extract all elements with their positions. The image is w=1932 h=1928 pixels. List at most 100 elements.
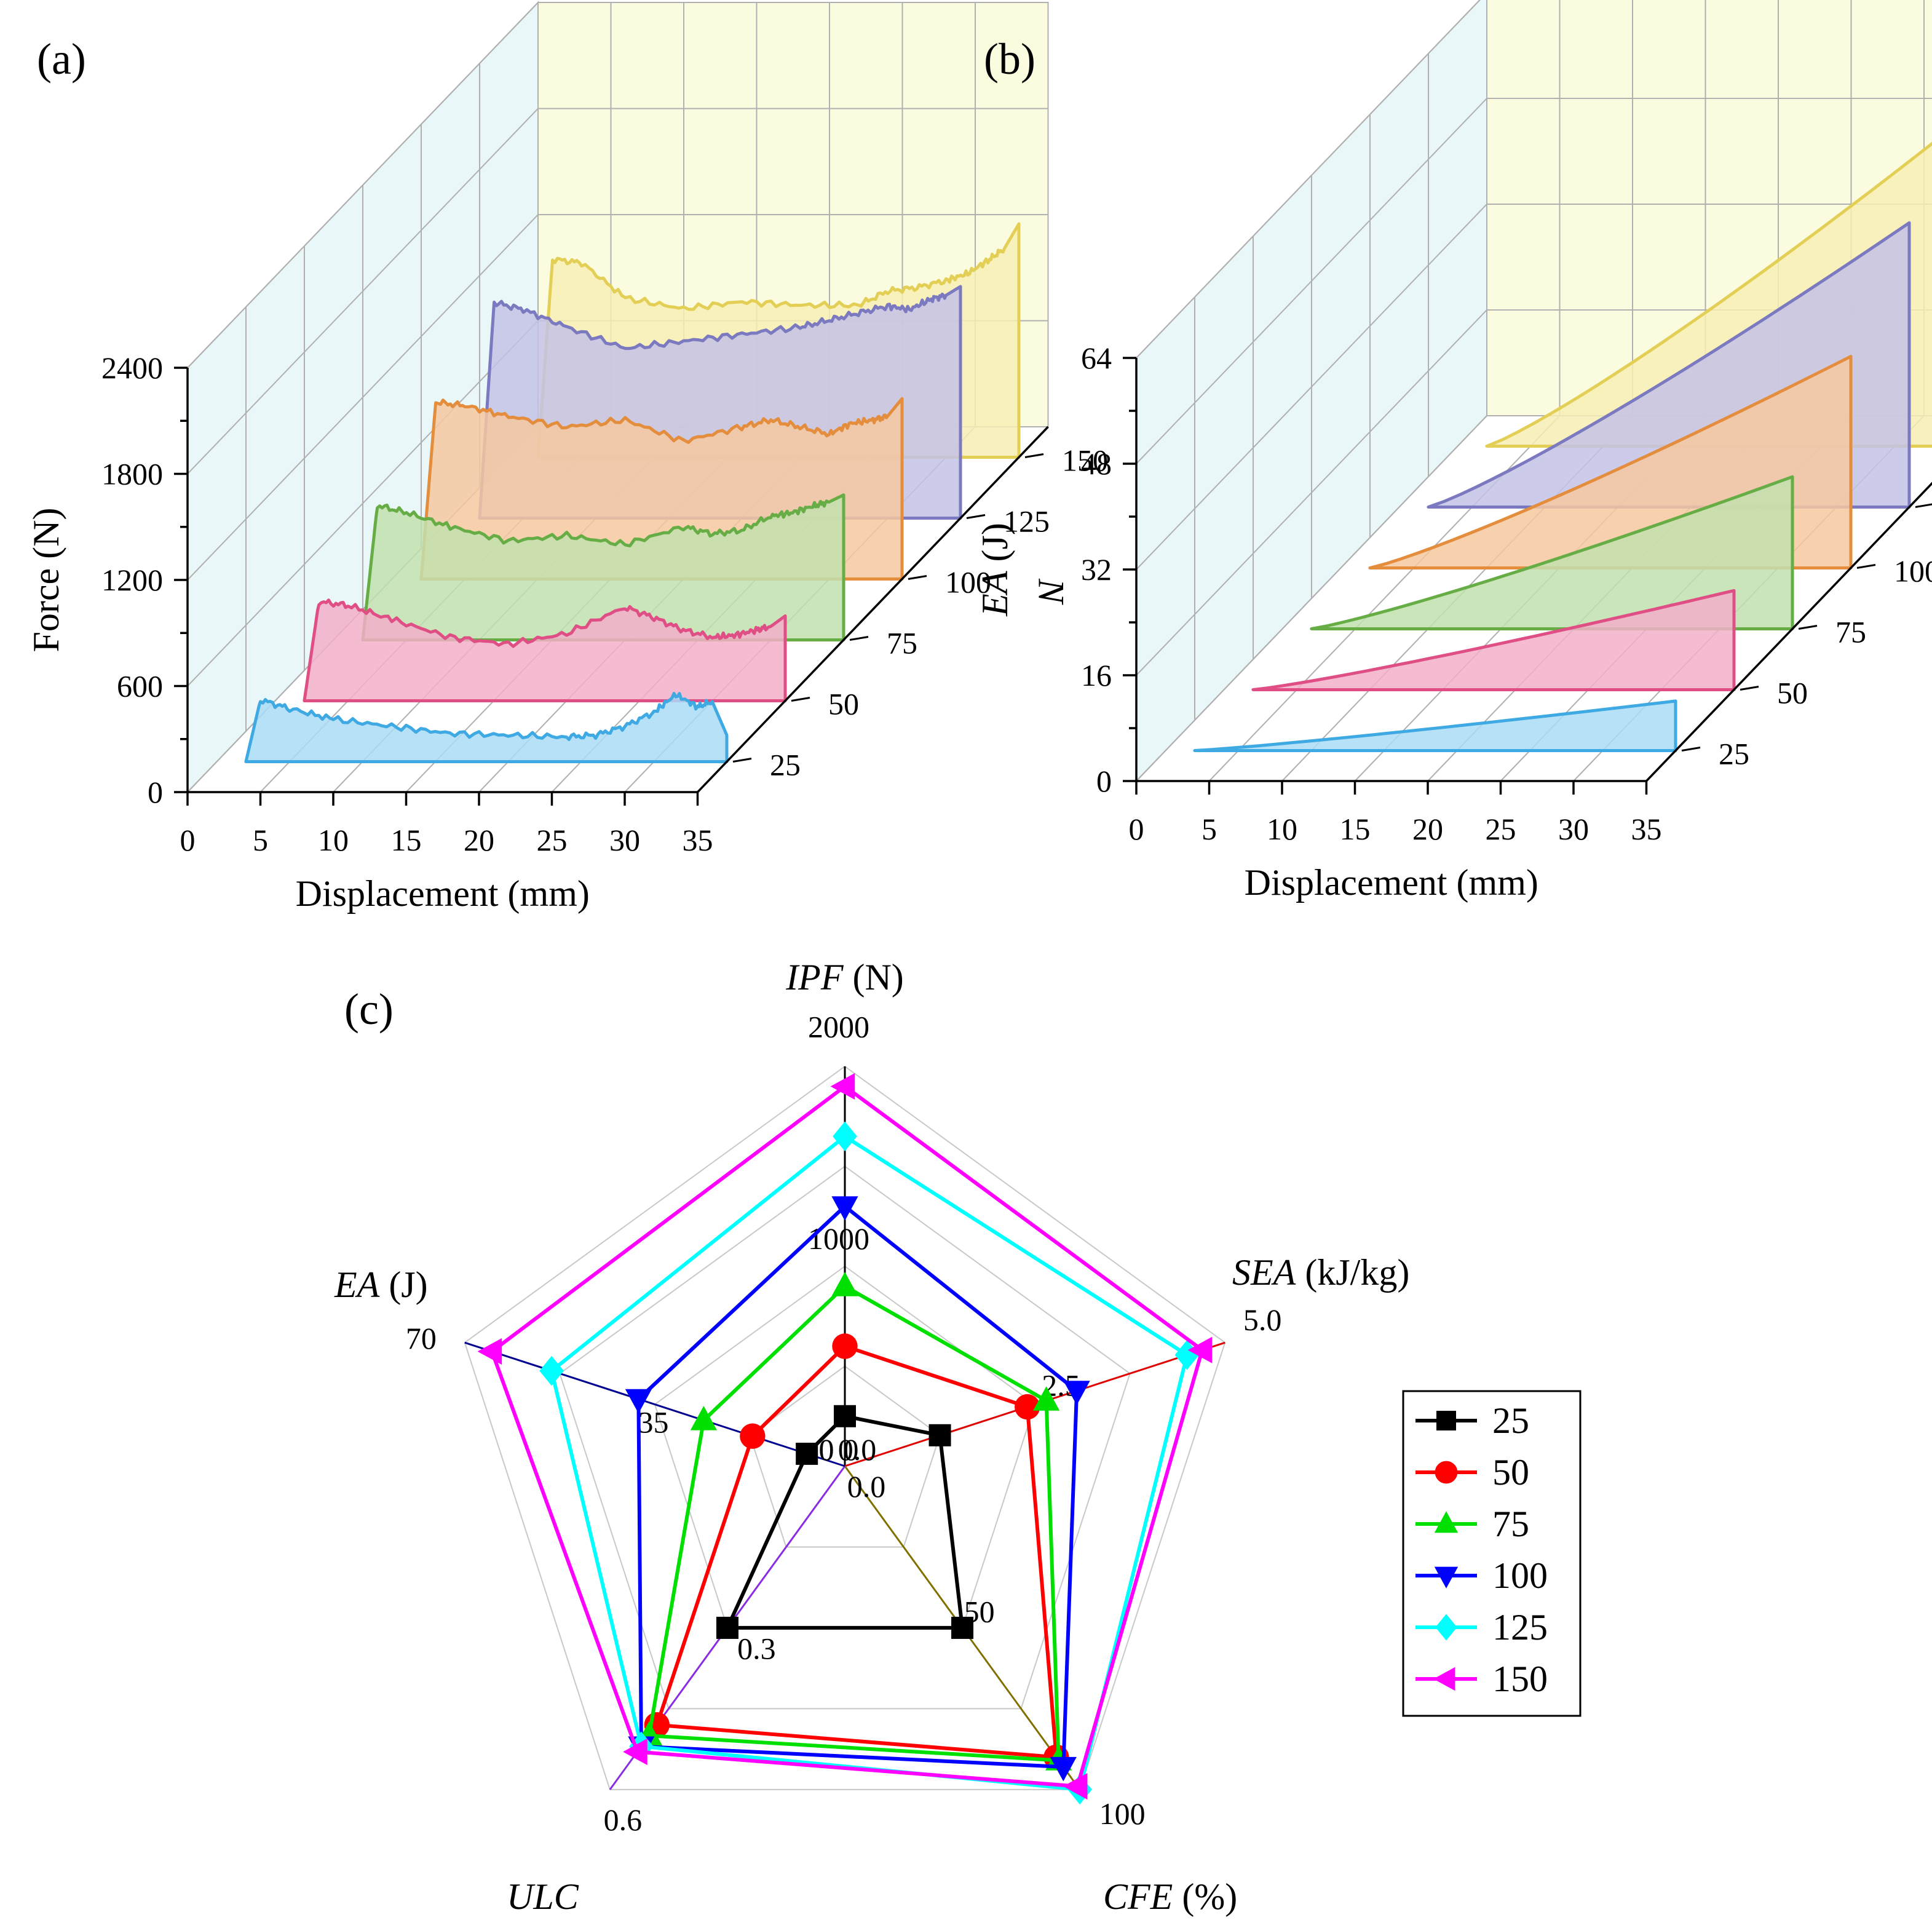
x-tick-label: 5 <box>1202 812 1217 846</box>
legend-label: 125 <box>1492 1607 1548 1648</box>
legend-entry: 25 <box>1415 1400 1529 1441</box>
radar-axis-mid-label: 35 <box>638 1405 669 1440</box>
radar-axis-title-italic: ULC <box>507 1876 579 1917</box>
marker-triangle-left <box>830 1073 855 1100</box>
radar-axis-max-label: 2000 <box>808 1010 869 1044</box>
z-tick-label: 75 <box>887 626 917 661</box>
series-area-50 <box>1251 589 1736 691</box>
marker-circle <box>1015 1394 1040 1420</box>
radar-axis-max-label: 100 <box>1099 1796 1146 1831</box>
x-tick-label: 20 <box>464 823 494 857</box>
y-tick-label: 1200 <box>101 563 163 597</box>
z-axis-line <box>1645 482 1932 782</box>
radar-axis-title: CFE (%) <box>1103 1876 1237 1917</box>
radar-axis-title-unit: (N) <box>843 957 903 998</box>
marker-triangle-left <box>1433 1667 1455 1691</box>
z-tick-mark <box>849 636 869 641</box>
radar-axis-title-unit: (%) <box>1173 1876 1237 1917</box>
marker-circle <box>740 1423 766 1449</box>
radar-axis-title-unit: (J) <box>379 1264 427 1305</box>
radar-series-line <box>636 1204 1079 1769</box>
y-tick-label: 32 <box>1081 552 1112 587</box>
x-tick-label: 15 <box>1340 812 1371 846</box>
z-tick-mark <box>1798 625 1818 630</box>
y-tick-label: 1800 <box>101 457 163 491</box>
marker-triangle-down <box>831 1196 858 1221</box>
radar-axis-title-unit: (kJ/kg) <box>1296 1252 1409 1293</box>
marker-triangle-left <box>623 1738 647 1766</box>
legend-label: 150 <box>1492 1659 1548 1699</box>
x-tick-label: 5 <box>253 823 268 857</box>
panel-label: (b) <box>984 34 1035 84</box>
z-tick-mark <box>1740 686 1759 691</box>
radar-axis-title: IPF (N) <box>785 957 904 998</box>
x-tick-label: 0 <box>1129 812 1144 846</box>
panel-a-force-chart: 150 125 100 75 50 25 0 5 10 15 20 25 30 35 0 600 1200 180… <box>26 1 1108 914</box>
radar-series-50 <box>644 1333 1069 1770</box>
legend-label: 100 <box>1492 1555 1548 1596</box>
y-tick-label: 16 <box>1081 658 1112 692</box>
radar-axis-title: SEA (kJ/kg) <box>1232 1252 1409 1293</box>
radar-axis-min-label: 0.0 <box>847 1469 886 1504</box>
radar-series-line <box>655 1344 1058 1759</box>
radar-legend: 25 50 75 100 125 150 <box>1402 1390 1582 1717</box>
z-tick-label: 100 <box>945 565 991 600</box>
radar-series-100 <box>625 1196 1090 1782</box>
radar-series-150 <box>477 1073 1213 1800</box>
z-tick-mark <box>1915 503 1932 508</box>
z-tick-label: 50 <box>828 687 859 721</box>
marker-diamond <box>539 1355 564 1386</box>
radar-axis-title: EA (J) <box>334 1264 428 1305</box>
legend-entry: 75 <box>1415 1504 1529 1544</box>
x-tick-label: 25 <box>1486 812 1516 846</box>
y-tick-label: 0 <box>148 775 163 809</box>
z-tick-label: 125 <box>1004 504 1050 539</box>
y-axis-label-unit: (J) <box>975 523 1015 571</box>
marker-diamond <box>1435 1614 1457 1641</box>
marker-square <box>834 1405 856 1427</box>
panel-b-energy-chart: 150 125 100 75 50 25 0 5 10 15 20 25 30 35 0 16 32 48 64 Di… <box>975 0 1932 903</box>
x-tick-label: 0 <box>180 823 196 857</box>
legend-entry: 50 <box>1415 1452 1529 1493</box>
y-tick-label: 0 <box>1096 764 1112 798</box>
x-tick-label: 25 <box>537 823 568 857</box>
z-tick-label: 75 <box>1835 615 1866 649</box>
legend-label: 25 <box>1492 1400 1529 1441</box>
series-area-75 <box>361 493 845 641</box>
radar-axis-title-italic: SEA <box>1232 1252 1296 1293</box>
z-tick-mark <box>908 575 927 580</box>
y-axis-label-italic: EA <box>975 571 1015 617</box>
z-tick-label: 25 <box>1719 737 1749 771</box>
z-tick-mark <box>1856 564 1876 569</box>
x-axis-label: Displacement (mm) <box>296 873 590 914</box>
y-tick-label: 2400 <box>101 351 163 385</box>
radar-grid-ring <box>559 1165 1131 1710</box>
radar-axis-max-label: 5.0 <box>1243 1303 1282 1337</box>
marker-circle <box>1435 1461 1458 1484</box>
radar-axis-max-label: 0.6 <box>604 1803 643 1837</box>
marker-triangle-up <box>1033 1386 1060 1411</box>
marker-diamond <box>833 1121 857 1152</box>
series-area-25 <box>244 692 729 763</box>
marker-square <box>1436 1411 1456 1430</box>
panel-c-radar-chart: 2000100005.02.50.01005000.60.30.070350IP… <box>334 957 1409 1917</box>
legend-frame <box>1402 1390 1582 1717</box>
radar-axis-min-label: 0.0 <box>838 1432 877 1467</box>
z-tick-label: 150 <box>1062 443 1108 478</box>
radar-axis-title-italic: IPF <box>785 957 844 998</box>
z-axis-label: N <box>1031 578 1072 605</box>
legend-entry: 100 <box>1415 1555 1548 1596</box>
radar-axis-title-italic: EA <box>334 1264 380 1305</box>
radar-axis-title-italic: CFE <box>1103 1876 1173 1917</box>
marker-triangle-up <box>831 1272 858 1296</box>
y-axis-label: Force (N) <box>26 508 66 653</box>
series-area-50 <box>303 598 787 702</box>
marker-triangle-up <box>690 1405 717 1430</box>
radar-axis-max-label: 70 <box>406 1321 437 1355</box>
radar-axis-title: ULC <box>507 1876 579 1917</box>
x-tick-label: 35 <box>683 823 713 857</box>
x-tick-label: 30 <box>609 823 640 857</box>
x-tick-label: 10 <box>1267 812 1297 846</box>
legend-label: 75 <box>1492 1504 1529 1544</box>
